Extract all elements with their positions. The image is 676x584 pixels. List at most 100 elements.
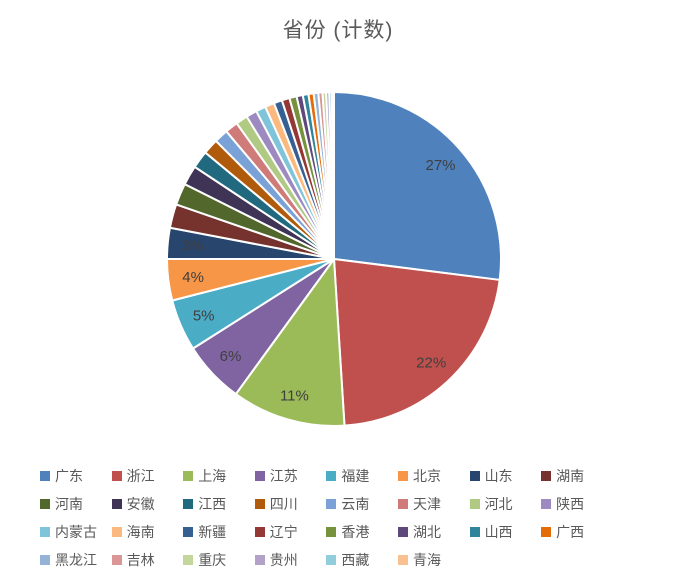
pie-slice-广东[interactable]: [333, 90, 502, 282]
legend-item-广西[interactable]: 广西: [541, 524, 613, 540]
legend-label: 安徽: [126, 495, 155, 512]
legend-swatch: [254, 470, 265, 481]
legend-item-吉林[interactable]: 吉林: [111, 551, 184, 568]
legend-item-山东[interactable]: 山东: [469, 467, 542, 484]
legend-swatch: [254, 554, 265, 565]
legend-swatch: [469, 498, 480, 509]
legend-item-四川[interactable]: 四川: [254, 495, 327, 512]
legend-item-湖北[interactable]: 湖北: [397, 523, 470, 540]
legend-swatch: [40, 470, 50, 481]
chart-title: 省份 (计数): [282, 19, 394, 42]
legend-label: 四川: [269, 495, 298, 512]
legend-item-山西[interactable]: 山西: [469, 523, 542, 540]
legend-swatch: [40, 554, 50, 565]
pie-plot-area: 27% 22% 11% 6% 5% 4% 3%: [165, 90, 502, 427]
legend-item-河南[interactable]: 河南: [40, 495, 112, 512]
legend-label: 西藏: [341, 551, 370, 568]
legend-swatch: [183, 470, 194, 481]
legend-label: 海南: [126, 523, 155, 540]
legend-swatch: [111, 498, 122, 509]
chart-legend: 广东 浙江 上海 江苏 福建 北京 山东 湖南河南 安徽 江西 四川 云南 天津 河北 陕西内蒙古 海南 新疆 辽…: [40, 467, 613, 568]
legend-item-浙江[interactable]: 浙江: [111, 467, 184, 484]
legend-item-新疆[interactable]: 新疆: [183, 523, 255, 540]
legend-swatch: [254, 526, 265, 537]
legend-swatch: [111, 470, 122, 481]
slice-percent-label-广东: 27%: [425, 157, 455, 174]
slice-percent-label-北京: 4%: [182, 269, 204, 286]
legend-item-辽宁[interactable]: 辽宁: [254, 523, 327, 540]
legend-item-河北[interactable]: 河北: [469, 495, 542, 512]
legend-label: 山西: [484, 523, 513, 540]
legend-label: 云南: [341, 495, 370, 512]
legend-item-天津[interactable]: 天津: [397, 495, 470, 512]
legend-label: 江苏: [269, 467, 298, 484]
legend-item-香港[interactable]: 香港: [326, 523, 398, 540]
legend-swatch: [397, 526, 408, 537]
legend-swatch: [397, 498, 408, 509]
legend-swatch: [469, 470, 480, 481]
legend-label: 北京: [412, 467, 441, 484]
legend-label: 青海: [412, 551, 441, 568]
legend-item-福建[interactable]: 福建: [326, 467, 398, 484]
legend-label: 广东: [55, 467, 83, 484]
legend-label: 上海: [198, 467, 227, 484]
legend-label: 新疆: [198, 523, 227, 540]
legend-swatch: [40, 498, 50, 509]
legend-label: 黑龙江: [55, 551, 97, 568]
legend-item-陕西[interactable]: 陕西: [541, 495, 613, 512]
legend-item-湖南[interactable]: 湖南: [541, 468, 613, 484]
legend-swatch: [541, 526, 552, 537]
legend-label: 辽宁: [269, 523, 298, 540]
pie-slice-浙江[interactable]: [332, 257, 501, 427]
legend-swatch: [326, 554, 337, 565]
legend-swatch: [541, 470, 552, 481]
legend-swatch: [183, 498, 194, 509]
legend-swatch: [326, 470, 337, 481]
legend-label: 江西: [198, 495, 227, 512]
legend-item-西藏[interactable]: 西藏: [326, 551, 398, 568]
legend-label: 陕西: [556, 495, 585, 512]
slice-percent-label-浙江: 22%: [416, 355, 446, 372]
legend-swatch: [397, 554, 408, 565]
legend-swatch: [326, 498, 337, 509]
legend-swatch: [111, 554, 122, 565]
legend-item-北京[interactable]: 北京: [397, 467, 470, 484]
legend-label: 浙江: [126, 467, 155, 484]
legend-swatch: [183, 526, 194, 537]
slice-percent-label-江苏: 6%: [220, 348, 242, 365]
pie-slice-青海[interactable]: [330, 90, 335, 260]
legend-item-江苏[interactable]: 江苏: [254, 467, 327, 484]
legend-swatch: [40, 526, 50, 537]
legend-swatch: [111, 526, 122, 537]
legend-item-青海[interactable]: 青海: [397, 551, 470, 568]
legend-label: 河南: [55, 495, 83, 512]
legend-label: 山东: [484, 467, 513, 484]
legend-item-云南[interactable]: 云南: [326, 495, 398, 512]
legend-item-广东[interactable]: 广东: [40, 467, 112, 484]
legend-swatch: [541, 498, 552, 509]
legend-item-重庆[interactable]: 重庆: [183, 551, 255, 568]
legend-item-贵州[interactable]: 贵州: [254, 551, 327, 568]
legend-swatch: [469, 526, 480, 537]
legend-item-黑龙江[interactable]: 黑龙江: [40, 551, 112, 568]
slice-percent-label-上海: 11%: [280, 387, 309, 404]
slice-percent-label-山东: 3%: [182, 238, 204, 255]
legend-label: 河北: [484, 495, 513, 512]
legend-label: 吉林: [126, 551, 155, 568]
legend-label: 福建: [341, 467, 370, 484]
legend-label: 香港: [341, 523, 370, 540]
legend-label: 湖北: [412, 523, 441, 540]
legend-swatch: [397, 470, 408, 481]
legend-label: 贵州: [269, 551, 298, 568]
pie-slice-上海[interactable]: [234, 256, 346, 427]
legend-item-内蒙古[interactable]: 内蒙古: [40, 524, 112, 540]
legend-item-上海[interactable]: 上海: [183, 467, 255, 484]
legend-item-安徽[interactable]: 安徽: [111, 495, 184, 512]
legend-label: 重庆: [198, 551, 227, 568]
legend-swatch: [254, 498, 265, 509]
legend-item-江西[interactable]: 江西: [183, 495, 255, 512]
slice-percent-label-福建: 5%: [193, 307, 215, 324]
legend-item-海南[interactable]: 海南: [111, 523, 184, 540]
legend-label: 天津: [412, 495, 441, 512]
